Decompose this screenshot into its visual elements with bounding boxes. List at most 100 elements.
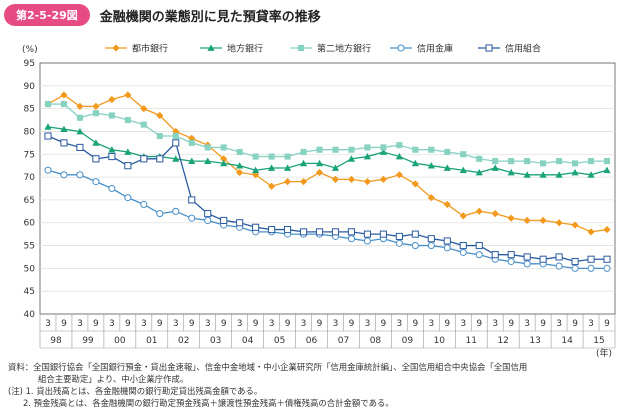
data-point: [571, 168, 579, 176]
x-month-label: 3: [77, 319, 83, 329]
x-year-label: 10: [434, 336, 446, 346]
x-month-label: 3: [524, 319, 530, 329]
data-point: [108, 146, 116, 153]
data-point: [347, 235, 356, 243]
data-point: [460, 151, 467, 158]
x-month-label: 9: [93, 319, 99, 329]
legend-item-2: 地方銀行: [200, 43, 263, 55]
x-year-label: 04: [242, 336, 254, 346]
data-point: [459, 241, 467, 250]
data-point: [411, 159, 419, 167]
data-point: [60, 139, 68, 147]
data-point: [204, 157, 212, 164]
source-line-2: 組合主要勘定」より、中小企業庁作成。: [38, 374, 189, 384]
data-point: [587, 158, 595, 165]
data-point: [572, 160, 579, 167]
data-point: [395, 232, 403, 240]
x-year-label: 00: [114, 336, 126, 346]
legend-label: 信用金庫: [417, 43, 453, 55]
data-point: [172, 139, 180, 147]
source-line-1: 資料：全国銀行協会「全国銀行預金・貸出金速報」、信金中金地域・中小企業研究所「信…: [8, 362, 528, 372]
data-point: [411, 180, 419, 188]
data-point: [299, 159, 308, 167]
y-tick-label: 90: [24, 82, 36, 92]
legend-label: 地方銀行: [227, 43, 263, 55]
x-month-label: 9: [317, 319, 323, 329]
data-point: [459, 248, 467, 256]
data-point: [204, 144, 211, 151]
data-point: [76, 102, 84, 110]
data-point: [140, 121, 147, 128]
x-year-label: 03: [210, 336, 221, 346]
data-point: [124, 162, 132, 170]
x-month-label: 9: [61, 319, 67, 329]
legend-label: 第二地方銀行: [317, 43, 371, 55]
data-point: [252, 223, 260, 231]
data-point: [411, 241, 419, 250]
x-month-label: 3: [269, 319, 275, 329]
data-point: [60, 125, 68, 133]
data-point: [587, 171, 595, 178]
y-tick-label: 50: [24, 264, 36, 274]
legend-swatch-marker: [297, 44, 305, 52]
y-tick-label: 65: [24, 196, 35, 206]
data-point: [156, 210, 164, 218]
data-point: [540, 160, 547, 167]
y-tick-label: 80: [24, 127, 36, 137]
data-point: [188, 157, 196, 164]
data-point: [124, 116, 131, 124]
y-tick-label: 70: [24, 173, 36, 183]
data-point: [523, 216, 531, 225]
data-point: [347, 228, 356, 236]
data-point: [44, 132, 52, 140]
x-month-label: 3: [588, 319, 594, 329]
data-point: [204, 210, 212, 218]
data-point: [427, 194, 435, 202]
data-point: [395, 239, 403, 247]
data-point: [140, 105, 148, 113]
x-month-label: 3: [556, 319, 562, 329]
data-point: [523, 260, 531, 268]
x-month-label: 3: [428, 319, 434, 329]
x-month-label: 9: [157, 319, 163, 329]
x-month-label: 9: [540, 319, 546, 329]
data-point: [236, 219, 244, 227]
legend-item-3: 第二地方銀行: [290, 43, 371, 55]
x-month-label: 3: [365, 319, 371, 329]
series-3: [44, 101, 611, 167]
data-point: [76, 143, 84, 151]
x-year-label: 01: [146, 336, 157, 346]
legend-item-1: 都市銀行: [105, 43, 168, 55]
x-month-label: 9: [253, 319, 259, 329]
data-point: [283, 178, 292, 186]
x-year-label: 14: [561, 336, 573, 346]
x-month-label: 9: [285, 319, 291, 329]
plot-area: [39, 62, 616, 315]
x-month-label: 9: [572, 319, 578, 329]
data-point: [172, 132, 179, 140]
data-point: [443, 200, 451, 209]
data-point: [459, 212, 467, 220]
data-point: [220, 155, 228, 163]
data-point: [363, 237, 371, 245]
data-point: [363, 230, 371, 238]
data-point: [76, 114, 83, 121]
data-point: [92, 155, 100, 163]
data-point: [603, 225, 611, 234]
data-point: [508, 158, 515, 165]
data-point: [363, 178, 372, 186]
data-point: [331, 164, 340, 171]
figure-header: 第2-5-29図 金融機関の業態別に見た預貸率の推移: [4, 4, 321, 26]
x-year-label: 05: [274, 336, 285, 346]
x-month-label: 9: [349, 319, 355, 329]
data-point: [395, 152, 403, 160]
y-axis-unit: (%): [22, 45, 38, 55]
x-month-label: 3: [301, 319, 307, 329]
data-point: [491, 251, 499, 259]
data-point: [347, 155, 356, 162]
x-year-label: 09: [402, 336, 414, 346]
data-point: [60, 91, 68, 99]
data-point: [220, 216, 228, 225]
legend-label: 信用組合: [505, 43, 541, 55]
x-month-label: 9: [508, 319, 514, 329]
